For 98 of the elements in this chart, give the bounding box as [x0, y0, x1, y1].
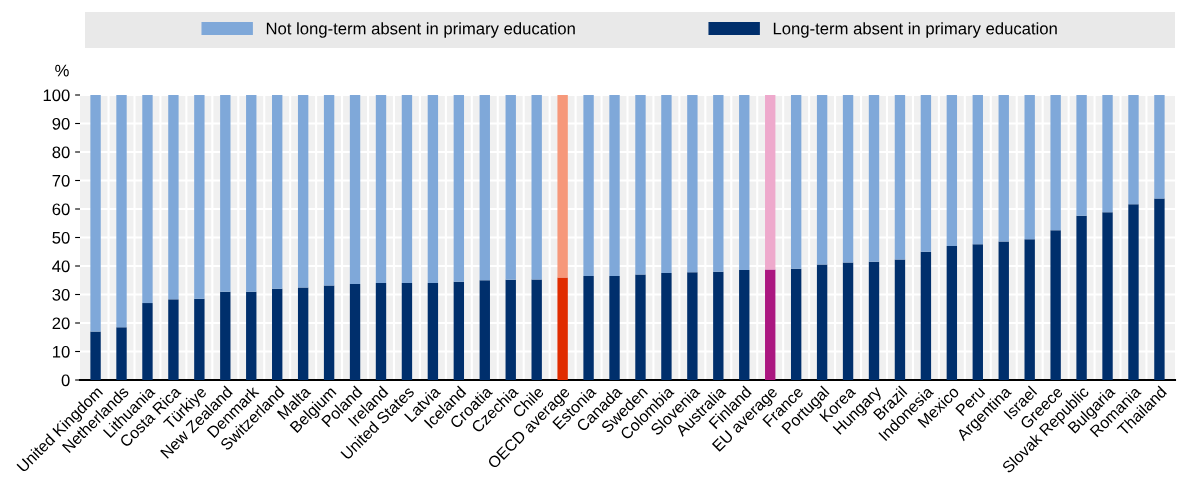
bar — [609, 95, 620, 276]
y-tick-label: 70 — [52, 174, 70, 187]
bar — [972, 95, 983, 245]
bar — [894, 95, 906, 260]
bar — [453, 95, 465, 282]
bar — [297, 95, 309, 288]
bar — [765, 269, 776, 380]
bar — [557, 277, 568, 380]
bar — [583, 275, 594, 380]
bar — [427, 95, 439, 284]
bar — [90, 95, 101, 332]
y-tick-label: 100 — [43, 89, 70, 102]
bar — [427, 283, 439, 380]
y-tick-label: 50 — [52, 231, 70, 244]
bar — [1128, 95, 1139, 205]
bar — [168, 95, 179, 300]
bar — [739, 269, 750, 380]
bar — [453, 281, 465, 380]
y-axis-title: % — [55, 64, 69, 77]
bar — [375, 283, 387, 380]
y-tick-label: 10 — [53, 345, 70, 358]
y-tick-label: 40 — [52, 260, 70, 273]
bar — [246, 291, 257, 380]
bar — [220, 95, 231, 292]
bar — [765, 95, 776, 270]
bar — [1050, 230, 1061, 380]
bar — [998, 241, 1009, 380]
bar — [531, 279, 542, 380]
bar — [842, 95, 854, 263]
bar — [972, 244, 983, 380]
y-tick-label: 30 — [52, 288, 70, 301]
bar — [142, 303, 153, 380]
bar — [1050, 95, 1061, 231]
bar — [1128, 204, 1139, 380]
bar — [687, 95, 698, 273]
bar — [687, 272, 698, 380]
bar — [479, 280, 490, 380]
bar — [946, 95, 958, 247]
bar — [168, 299, 179, 380]
bar — [583, 95, 594, 276]
bar — [946, 246, 958, 380]
bar — [1024, 95, 1035, 240]
bar — [505, 279, 516, 380]
legend-label: Not long-term absent in primary education — [266, 22, 575, 38]
bar — [479, 95, 490, 281]
bar — [1076, 215, 1087, 380]
bar — [894, 259, 906, 380]
bar — [661, 95, 672, 274]
bar — [635, 274, 646, 380]
bar — [220, 291, 231, 380]
bar — [920, 251, 932, 380]
bar — [1024, 239, 1035, 380]
bar — [401, 95, 413, 284]
bar — [116, 95, 127, 328]
y-tick-label: 20 — [52, 317, 70, 330]
bar — [609, 275, 620, 380]
bar — [505, 95, 516, 280]
bar — [842, 262, 854, 380]
bar — [998, 95, 1009, 242]
bar — [194, 95, 205, 299]
bar — [116, 327, 127, 380]
bar — [323, 285, 335, 380]
bar — [868, 261, 880, 380]
bar — [816, 264, 828, 380]
bar — [790, 95, 802, 269]
bar — [713, 271, 724, 380]
bar — [401, 283, 413, 380]
bar — [1154, 95, 1165, 199]
bar — [816, 95, 828, 265]
bar — [868, 95, 880, 262]
bar — [272, 95, 283, 289]
bar — [713, 95, 724, 272]
bar — [1102, 212, 1113, 380]
bar — [557, 95, 568, 278]
y-tick-label: 0 — [61, 374, 70, 387]
y-tick-label: 60 — [52, 203, 70, 216]
bar — [349, 283, 361, 380]
bar — [531, 95, 542, 280]
bar — [635, 95, 646, 275]
bar — [272, 288, 283, 380]
bar — [375, 95, 387, 284]
bar — [739, 95, 750, 270]
bar — [246, 95, 257, 292]
bar — [920, 95, 932, 252]
bar — [323, 95, 335, 286]
bar — [790, 268, 802, 380]
bar — [1102, 95, 1113, 213]
y-tick-label: 80 — [52, 146, 70, 159]
bar — [194, 298, 205, 380]
bar — [349, 95, 361, 284]
bar — [297, 287, 309, 380]
bar — [1154, 198, 1165, 380]
bar — [90, 331, 101, 380]
bar — [142, 95, 153, 304]
bar — [661, 273, 672, 380]
y-tick-label: 90 — [52, 117, 70, 130]
legend-label: Long-term absent in primary education — [773, 22, 1057, 38]
bar — [1076, 95, 1087, 216]
